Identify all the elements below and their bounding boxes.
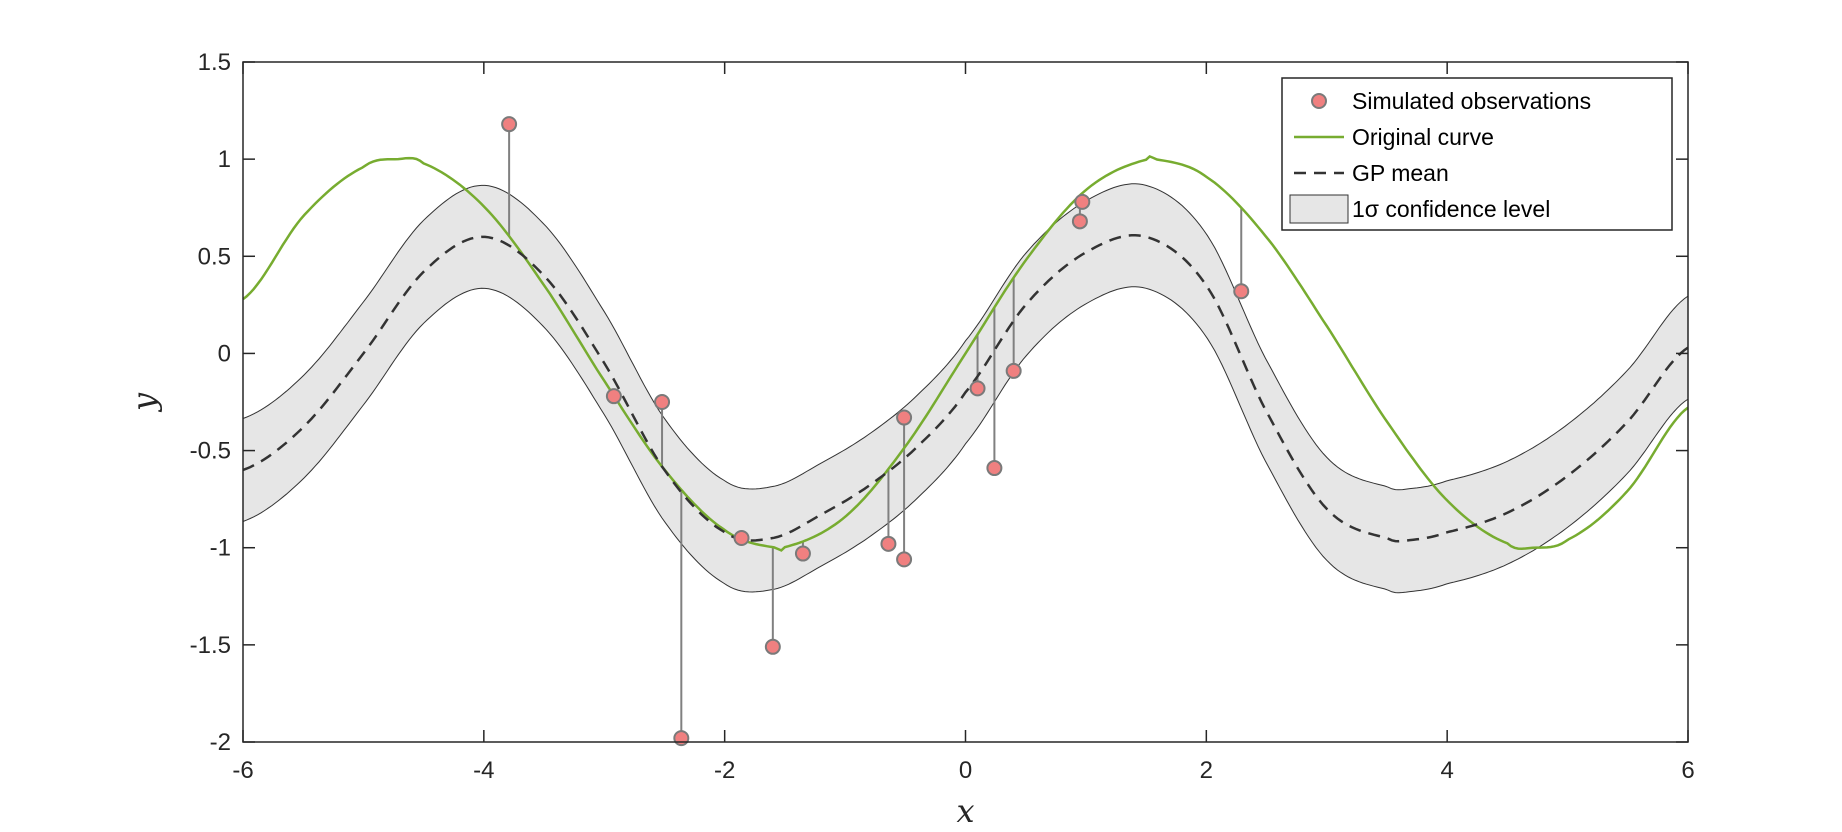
gp-mean-line (242, 234, 1689, 543)
observation-point (733, 530, 750, 546)
legend-marker-icon (1311, 93, 1327, 109)
y-tick-label: 0 (218, 340, 231, 367)
observation-point (1233, 283, 1250, 300)
x-axis-label: x (956, 792, 974, 830)
observation-point (673, 730, 690, 747)
x-tick-label: 0 (959, 757, 972, 784)
observation-point (654, 394, 671, 410)
observation-point (794, 545, 811, 562)
x-tick-label: 2 (1200, 757, 1213, 784)
x-tick-label: -6 (232, 757, 253, 784)
observation-point (880, 535, 897, 552)
x-tick-label: 6 (1681, 757, 1694, 784)
y-tick-label: 0.5 (198, 243, 231, 270)
y-tick-label: -1 (210, 535, 231, 562)
legend: Simulated observations Original curve GP m… (1281, 77, 1673, 231)
confidence-band-upper-edge (242, 183, 1689, 491)
observation-point (896, 551, 913, 568)
confidence-band-layer (242, 183, 1689, 594)
legend-label: Original curve (1352, 124, 1494, 150)
x-tick-label: -4 (473, 757, 494, 784)
y-tick-label: -1.5 (190, 632, 231, 659)
y-tick-label: 1.5 (198, 49, 231, 76)
legend-label: Simulated observations (1352, 88, 1591, 114)
legend-label: 1σ confidence level (1352, 196, 1550, 222)
legend-label: GP mean (1352, 160, 1449, 186)
original-curve-layer (242, 154, 1689, 552)
observation-point (1005, 362, 1022, 379)
observation-point (605, 388, 622, 405)
x-tick-label: -2 (714, 757, 735, 784)
confidence-band-fill (243, 183, 1688, 593)
observation-point (1074, 193, 1091, 210)
gp-mean-layer (242, 234, 1689, 543)
observation-point (1071, 213, 1088, 230)
original-curve-line (242, 154, 1689, 552)
legend-patch-icon (1289, 194, 1349, 224)
x-tick-label: 4 (1440, 757, 1453, 784)
observation-point (986, 460, 1003, 477)
observation-point (764, 638, 781, 655)
y-axis-label: y (125, 392, 163, 413)
y-tick-label: -0.5 (190, 438, 231, 465)
observation-point (969, 380, 986, 397)
confidence-band-lower-edge (242, 286, 1689, 594)
observation-point (896, 409, 913, 426)
y-tick-label: 1 (218, 146, 231, 173)
y-tick-label: -2 (210, 729, 231, 756)
axes-layer: -6 -4 -2 0 2 4 6 -2 -1.5 -1 -0.5 0 0.5 1 1.5 x y (125, 49, 1695, 830)
observation-point (501, 116, 518, 133)
